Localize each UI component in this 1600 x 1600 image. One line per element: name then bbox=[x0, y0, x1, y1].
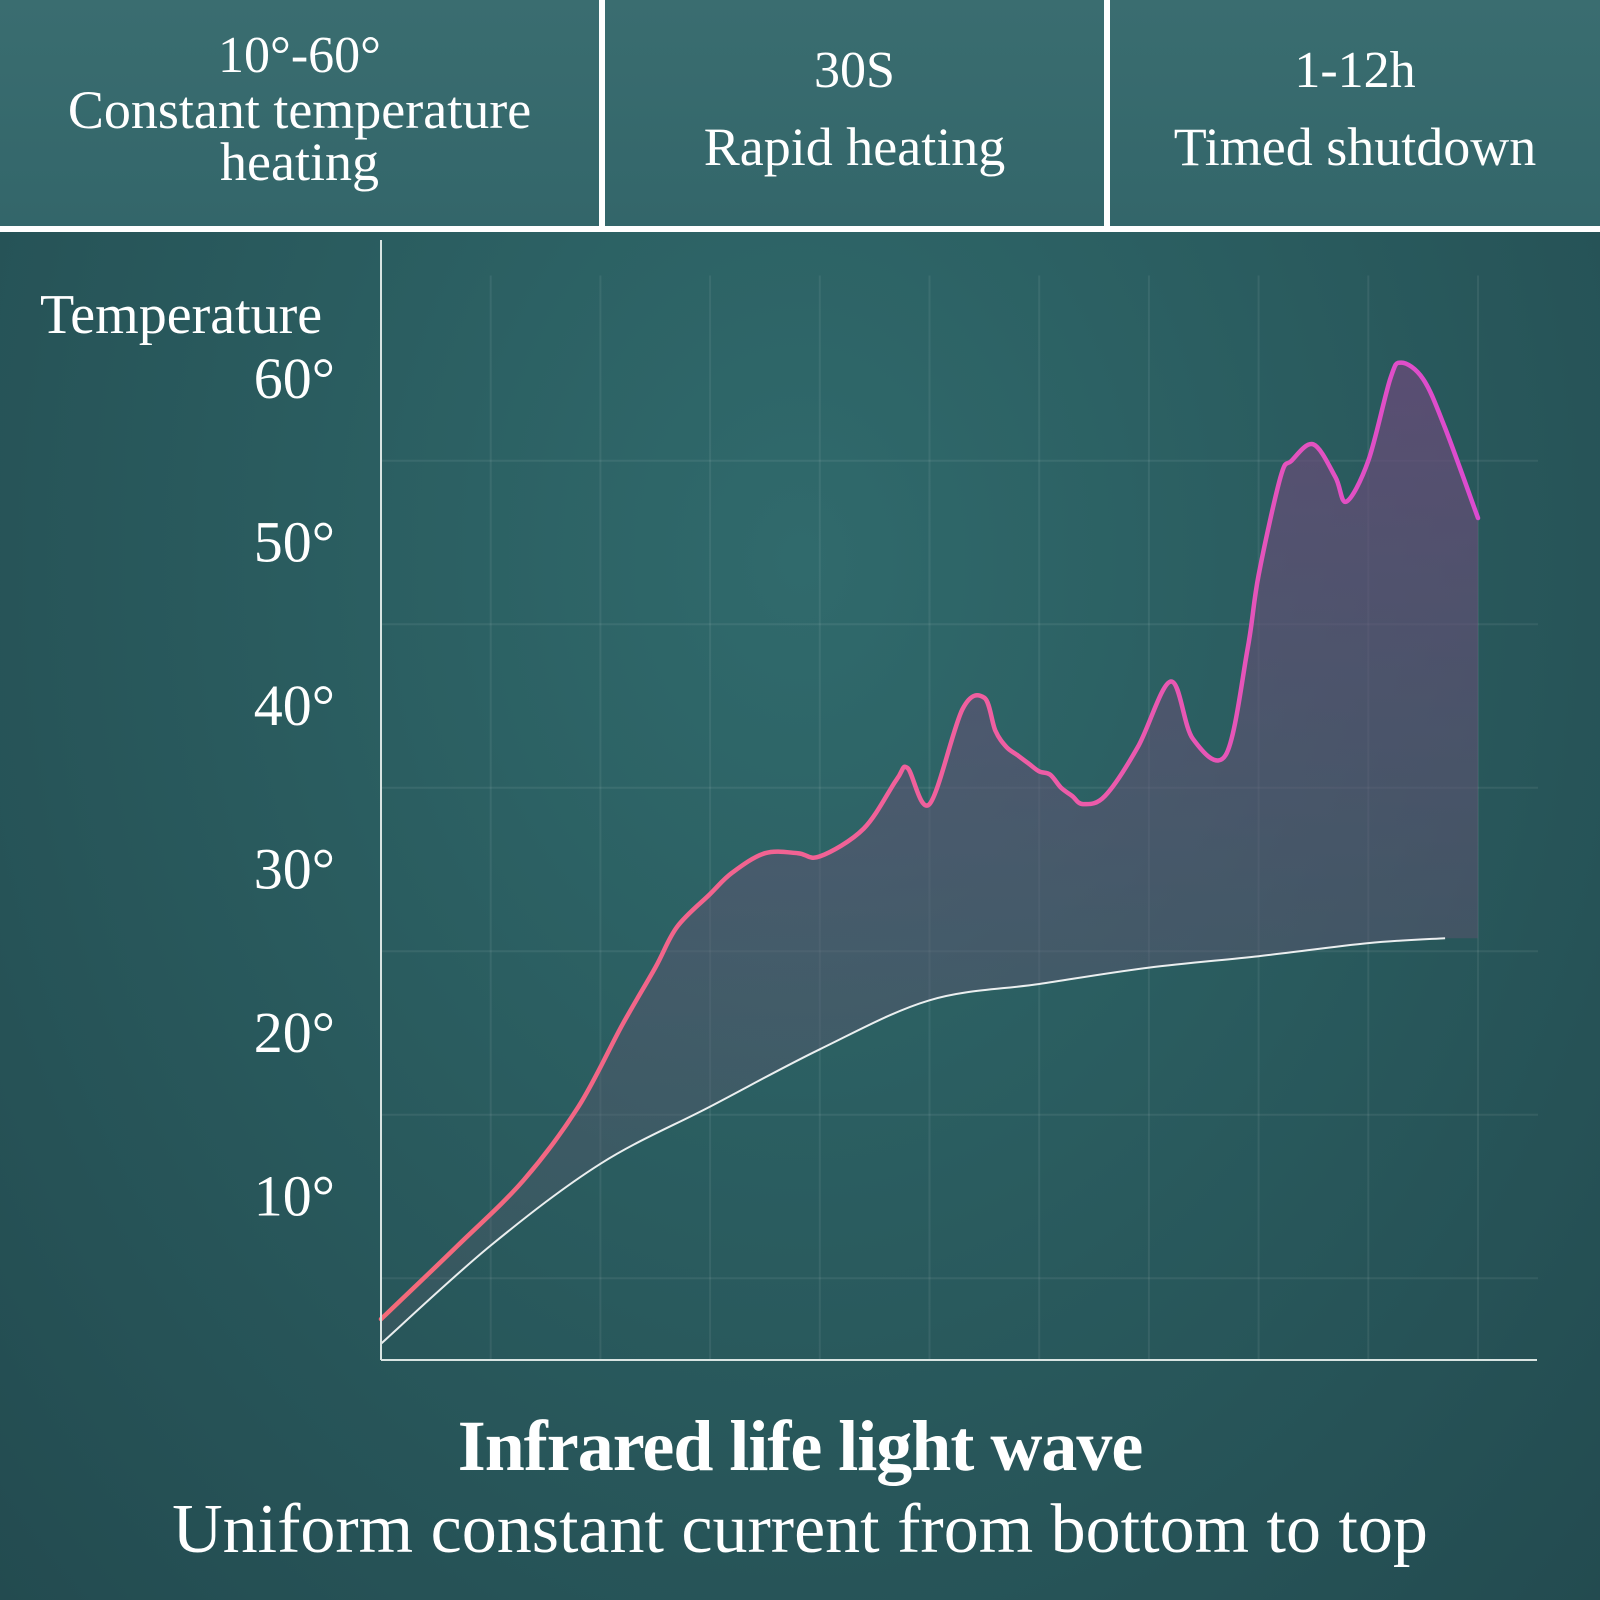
feature-timed-shutdown: 1-12h Timed shutdown bbox=[1110, 0, 1600, 226]
y-tick-label: 40° bbox=[254, 673, 335, 738]
feature-description: Constant temperature heating bbox=[67, 80, 532, 192]
y-tick-label: 50° bbox=[254, 510, 335, 575]
chart-series bbox=[378, 360, 1481, 1345]
feature-description: Timed shutdown bbox=[1173, 117, 1537, 177]
feature-strip: 10°-60° Constant temperature heating 30S… bbox=[0, 0, 1600, 232]
series-line-baseline bbox=[380, 937, 1446, 1345]
feature-value: 10°-60° bbox=[218, 27, 381, 84]
y-tick-label: 10° bbox=[254, 1164, 335, 1229]
y-tick-label: 20° bbox=[254, 1000, 335, 1065]
feature-value: 1-12h bbox=[1294, 42, 1416, 99]
y-ticks: 10° 20° 30° 40° 50° 60° bbox=[254, 346, 335, 1229]
feature-constant-temperature: 10°-60° Constant temperature heating bbox=[0, 0, 605, 226]
chart-area-fill bbox=[381, 362, 1478, 1344]
series-line-temperature bbox=[378, 360, 1481, 1322]
area-between-curves bbox=[381, 362, 1478, 1344]
y-axis-label: Temperature bbox=[40, 284, 322, 346]
caption-title: Infrared life light wave bbox=[457, 1406, 1144, 1486]
feature-description: Rapid heating bbox=[703, 117, 1006, 177]
chart-axes bbox=[380, 240, 1537, 1361]
y-tick-label: 60° bbox=[254, 346, 335, 411]
caption-subtitle: Uniform constant current from bottom to … bbox=[172, 1491, 1428, 1568]
feature-value: 30S bbox=[814, 42, 895, 99]
y-tick-label: 30° bbox=[254, 837, 335, 902]
feature-rapid-heating: 30S Rapid heating bbox=[605, 0, 1110, 226]
